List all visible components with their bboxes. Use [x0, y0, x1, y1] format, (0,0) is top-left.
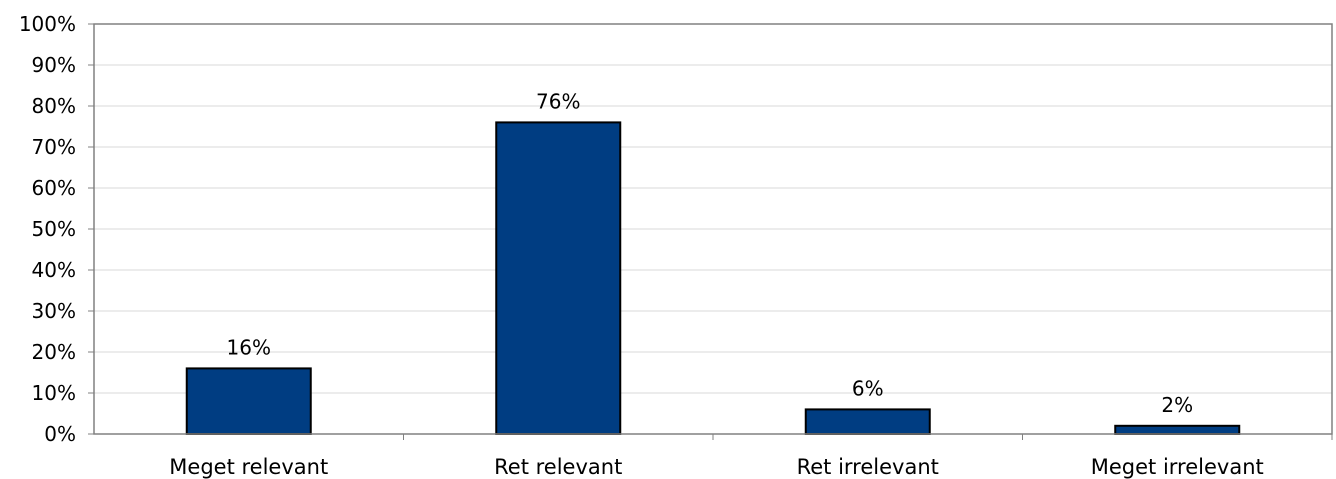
y-tick-label: 90%: [32, 53, 76, 77]
plot-area-border: [93, 23, 1333, 435]
category-label: Ret irrelevant: [797, 455, 939, 479]
y-tick-label: 40%: [32, 258, 76, 282]
y-axis-ticks: 0% 10% 20% 30% 40% 50% 60% 70% 80% 90% 100%: [19, 12, 76, 446]
data-label: 76%: [536, 89, 580, 113]
y-tick-label: 60%: [32, 176, 76, 200]
bar: [185, 367, 312, 435]
bar: [804, 408, 931, 435]
bar: [495, 121, 622, 436]
data-label: 6%: [852, 376, 884, 400]
y-tick-label: 50%: [32, 217, 76, 241]
y-tick-label: 80%: [32, 94, 76, 118]
category-label: Meget irrelevant: [1091, 455, 1264, 479]
x-axis-categories: Meget relevant Ret relevant Ret irrelevant…: [169, 455, 1263, 479]
bar: [1114, 424, 1241, 435]
data-label: 16%: [227, 335, 271, 359]
bars: [185, 121, 1241, 436]
y-tick-label: 70%: [32, 135, 76, 159]
y-tick-label: 20%: [32, 340, 76, 364]
data-labels: 16% 76% 6% 2%: [227, 89, 1194, 416]
data-label: 2%: [1161, 393, 1193, 417]
plot-frame: [93, 23, 1333, 435]
y-tick-label: 10%: [32, 381, 76, 405]
category-label: Meget relevant: [169, 455, 328, 479]
category-label: Ret relevant: [494, 455, 622, 479]
y-tick-label: 30%: [32, 299, 76, 323]
y-tick-label: 100%: [19, 12, 76, 36]
y-tick-label: 0%: [44, 422, 76, 446]
